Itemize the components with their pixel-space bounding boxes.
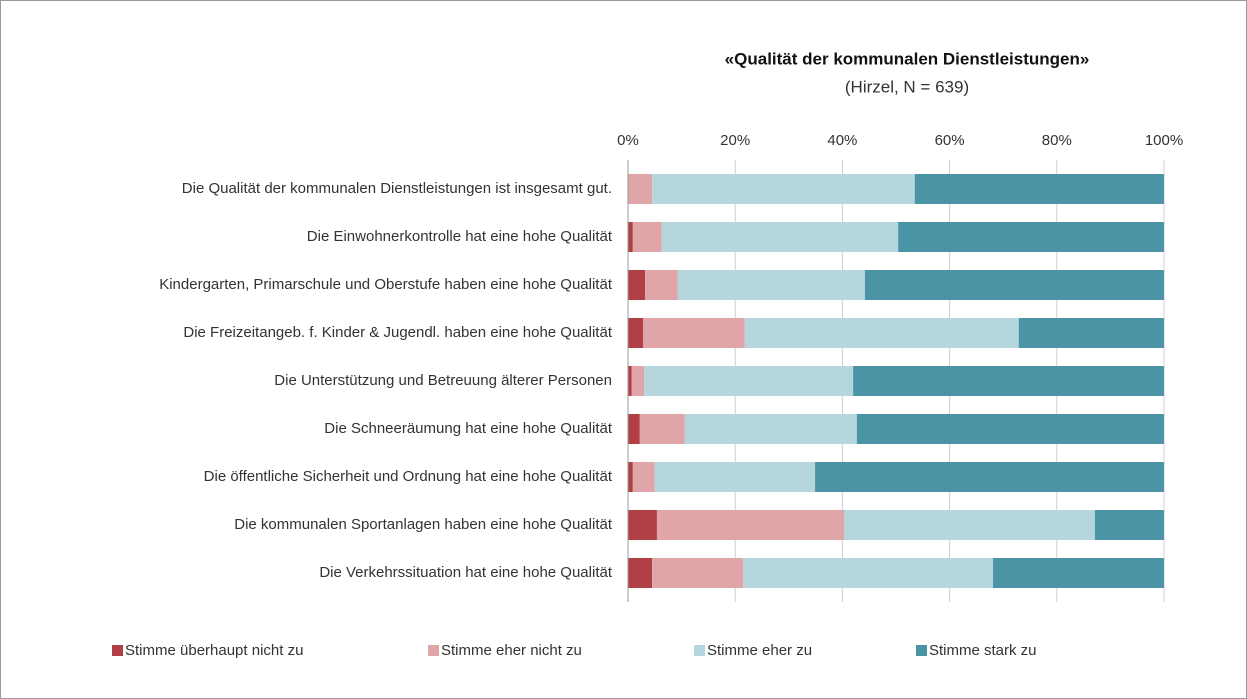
bar-segment bbox=[853, 366, 1164, 396]
x-tick-label: 80% bbox=[1042, 132, 1072, 149]
bar-segment bbox=[644, 366, 854, 396]
y-tick-label: Die öffentliche Sicherheit und Ordnung h… bbox=[204, 468, 613, 485]
bar-segment bbox=[993, 558, 1164, 588]
bar-segment bbox=[628, 270, 646, 300]
bar-segment bbox=[656, 510, 845, 540]
bar-segment bbox=[645, 270, 678, 300]
y-tick-label: Die Einwohnerkontrolle hat eine hohe Qua… bbox=[307, 228, 613, 245]
bar-segment bbox=[677, 270, 865, 300]
y-tick-label: Die Schneeräumung hat eine hohe Qualität bbox=[324, 420, 613, 437]
bar-segment bbox=[628, 510, 657, 540]
x-tick-label: 60% bbox=[935, 132, 965, 149]
y-tick-label: Die kommunalen Sportanlagen haben eine h… bbox=[234, 516, 613, 533]
bar-segment bbox=[684, 414, 857, 444]
bar-segment bbox=[856, 414, 1164, 444]
bar-segment bbox=[898, 222, 1164, 252]
bar-segment bbox=[864, 270, 1164, 300]
bar-segment bbox=[628, 558, 653, 588]
bar-segment bbox=[815, 462, 1164, 492]
bar-segment bbox=[1094, 510, 1164, 540]
x-tick-label: 20% bbox=[720, 132, 750, 149]
legend-swatch bbox=[428, 645, 439, 656]
bar-segment bbox=[628, 318, 644, 348]
bar-segment bbox=[643, 318, 745, 348]
chart-subtitle: (Hirzel, N = 639) bbox=[845, 77, 969, 96]
bar-segment bbox=[744, 318, 1019, 348]
y-tick-label: Die Verkehrssituation hat eine hohe Qual… bbox=[319, 564, 613, 581]
bar-segment bbox=[914, 174, 1164, 204]
bar-segment bbox=[652, 558, 744, 588]
y-tick-label: Kindergarten, Primarschule und Oberstufe… bbox=[159, 276, 613, 293]
bar-segment bbox=[639, 414, 685, 444]
legend-label: Stimme eher nicht zu bbox=[441, 642, 582, 659]
y-tick-label: Die Freizeitangeb. f. Kinder & Jugendl. … bbox=[183, 324, 612, 341]
legend-label: Stimme stark zu bbox=[929, 642, 1037, 659]
bar-segment bbox=[1018, 318, 1164, 348]
bar-segment bbox=[654, 462, 816, 492]
bar-segment bbox=[632, 462, 655, 492]
legend-swatch bbox=[694, 645, 705, 656]
bar-segment bbox=[661, 222, 899, 252]
y-tick-label: Die Qualität der kommunalen Dienstleistu… bbox=[182, 180, 612, 197]
bar-segment bbox=[743, 558, 994, 588]
bar-segment bbox=[632, 222, 662, 252]
bar-segment bbox=[628, 366, 632, 396]
bar-segment bbox=[628, 174, 653, 204]
bar-segment bbox=[628, 222, 633, 252]
legend-swatch bbox=[916, 645, 927, 656]
bar-segment bbox=[628, 462, 633, 492]
x-tick-label: 0% bbox=[617, 132, 639, 149]
chart-title: «Qualität der kommunalen Dienstleistunge… bbox=[725, 49, 1090, 68]
bar-segment bbox=[631, 366, 645, 396]
bar-segment bbox=[628, 414, 640, 444]
x-tick-label: 100% bbox=[1145, 132, 1183, 149]
legend-label: Stimme eher zu bbox=[707, 642, 812, 659]
legend-swatch bbox=[112, 645, 123, 656]
bar-segment bbox=[844, 510, 1095, 540]
bar-segment bbox=[652, 174, 915, 204]
y-tick-label: Die Unterstützung und Betreuung älterer … bbox=[274, 372, 612, 389]
legend-label: Stimme überhaupt nicht zu bbox=[125, 642, 303, 659]
x-tick-label: 40% bbox=[827, 132, 857, 149]
